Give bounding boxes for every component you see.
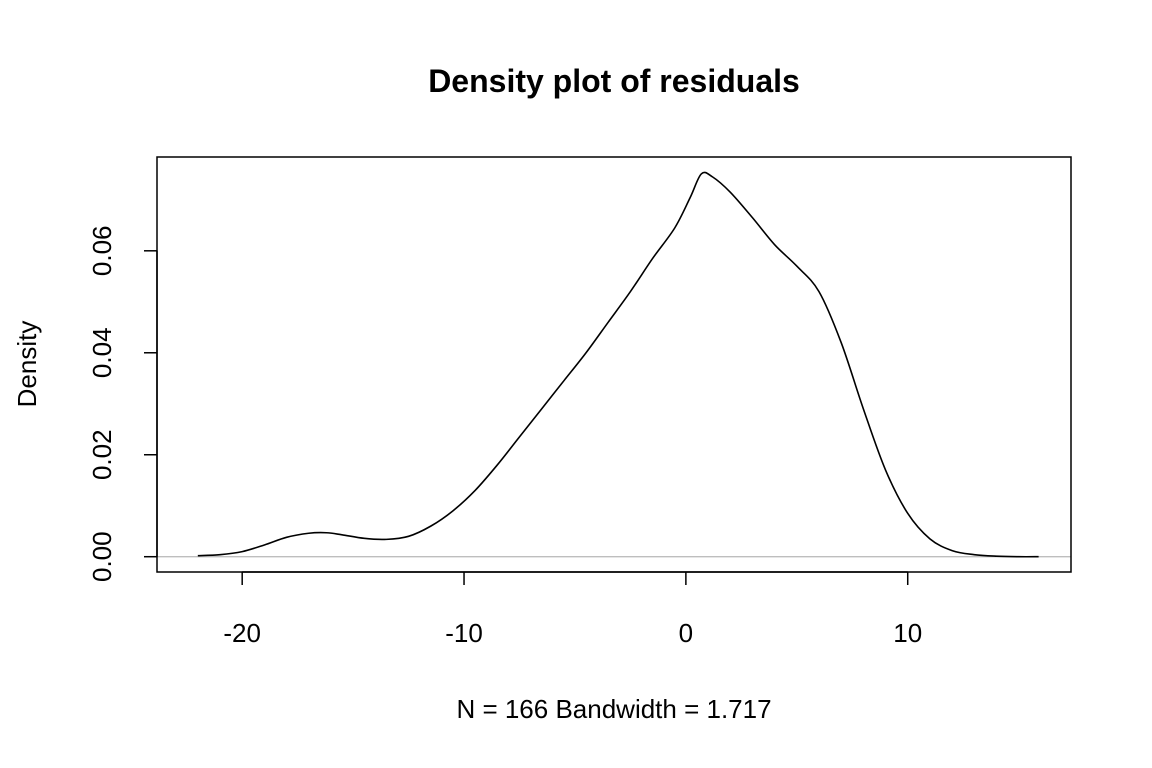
plot-area: -20 -10 0 10 0.00 0.02 0.04 0.06 xyxy=(87,156,1072,648)
y-tick-label: 0.02 xyxy=(87,429,117,480)
x-tick-label: -10 xyxy=(445,618,483,648)
y-tick-label: 0.00 xyxy=(87,531,117,582)
y-tick-label: 0.06 xyxy=(87,226,117,277)
x-tick-label: 10 xyxy=(893,618,922,648)
density-curve xyxy=(197,171,1039,558)
y-tick-label: 0.04 xyxy=(87,327,117,378)
x-tick-label: -20 xyxy=(223,618,261,648)
plot-frame xyxy=(156,156,1072,573)
chart-title: Density plot of residuals xyxy=(428,63,800,99)
x-axis-label: N = 166 Bandwidth = 1.717 xyxy=(456,694,771,724)
y-axis-label: Density xyxy=(12,321,42,408)
x-tick-label: 0 xyxy=(679,618,693,648)
